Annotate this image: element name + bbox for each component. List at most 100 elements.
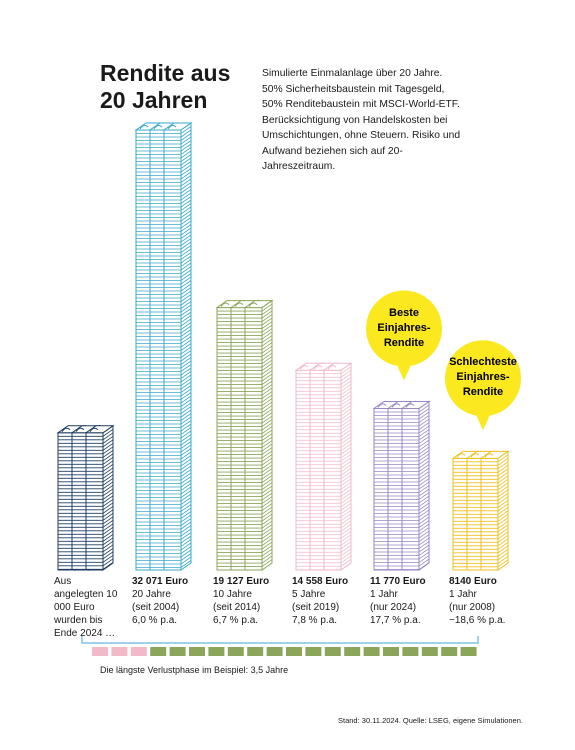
note-stripes <box>324 366 352 571</box>
timeline-year <box>208 647 225 656</box>
timeline-year <box>111 647 128 656</box>
note-side <box>180 122 192 571</box>
band <box>313 365 323 370</box>
annotation: Schlechteste Einjahres-Rendite <box>449 356 517 399</box>
timeline-year <box>324 647 341 656</box>
timeline-year <box>383 647 399 656</box>
note-stripes <box>245 303 273 567</box>
bar-caption: Aus angelegten 10 000 Euro wurden bis En… <box>54 575 126 640</box>
bar-caption: 19 127 Euro 10 Jahre (seit 2014) 6,7 % p.a. <box>213 575 285 627</box>
timeline-bracket <box>81 636 479 644</box>
bar <box>56 424 115 571</box>
band <box>139 124 149 130</box>
annotation: Beste Einjahres-Rendite <box>377 306 431 349</box>
note-front <box>85 432 104 571</box>
timeline-year <box>92 647 108 656</box>
bar-caption: 8140 Euro 1 Jahr (nur 2008) −18,6 % p.a. <box>449 575 521 627</box>
note-stripes <box>402 404 430 570</box>
rate-label: 7,8 % p.a. <box>292 615 338 626</box>
period-label: (nur 2008) <box>449 602 496 613</box>
source: Stand: 30.11.2024. Quelle: LSEG, eigene … <box>338 716 523 725</box>
band <box>299 365 309 370</box>
note-stripes <box>164 126 192 568</box>
value-label: 11 770 Euro <box>370 576 426 587</box>
note-front <box>244 307 263 571</box>
bar <box>451 450 510 571</box>
band <box>61 427 71 433</box>
band <box>153 124 163 130</box>
bubble <box>445 340 521 417</box>
timeline-year <box>266 647 283 656</box>
note-top <box>162 122 193 131</box>
band <box>167 124 177 130</box>
bubble <box>366 290 442 367</box>
value-label: 14 558 Euro <box>292 576 349 587</box>
period-label: (seit 2004) <box>132 602 180 613</box>
band <box>75 427 85 433</box>
band <box>327 365 337 370</box>
timeline-year <box>286 647 302 656</box>
rate-label: 6,7 % p.a. <box>213 615 259 626</box>
note-top <box>400 401 431 410</box>
note-front <box>163 129 182 571</box>
note-top <box>84 425 115 434</box>
timeline-year <box>305 647 322 656</box>
timeline-year <box>247 647 264 656</box>
category-label: Aus angelegten 10 000 Euro wurden bis En… <box>54 576 118 639</box>
note-front <box>323 369 342 571</box>
period-label: (seit 2014) <box>213 602 261 613</box>
note-top <box>479 450 510 459</box>
subtitle: Simulierte Einmalanlage über 20 Jahre. 5… <box>262 68 461 172</box>
band <box>248 302 258 307</box>
band <box>234 302 244 307</box>
note-top <box>243 300 274 309</box>
timeline-year <box>130 647 147 656</box>
rate-label: 17,7 % p.a. <box>370 615 421 626</box>
bubble-pointer <box>396 362 412 381</box>
period-label: (nur 2024) <box>370 602 417 613</box>
bar-caption: 32 071 Euro 20 Jahre (seit 2004) 6,0 % p.a. <box>132 575 204 627</box>
value-label: 8140 Euro <box>449 576 497 587</box>
category-label: 5 Jahre <box>292 589 326 600</box>
value-label: 32 071 Euro <box>132 576 189 587</box>
category-label: 1 Jahr <box>449 589 477 600</box>
value-label: 19 127 Euro <box>213 576 270 587</box>
band <box>377 403 387 408</box>
bar <box>215 299 274 571</box>
band <box>220 302 230 307</box>
period-label: (seit 2019) <box>292 602 340 613</box>
category-label: 10 Jahre <box>213 589 252 600</box>
timeline-year <box>441 647 458 656</box>
band <box>484 453 494 458</box>
timeline-year <box>460 647 477 656</box>
band <box>456 453 466 458</box>
timeline-year <box>189 647 205 656</box>
timeline-note: Die längste Verlustphase im Beispiel: 3,… <box>100 665 289 675</box>
band <box>391 403 401 408</box>
timeline-year <box>402 647 419 656</box>
timeline-year <box>169 647 186 656</box>
chart-title: Rendite aus 20 Jahren <box>100 60 231 113</box>
timeline-year <box>344 647 361 656</box>
timeline-year <box>227 647 244 656</box>
rate-label: −18,6 % p.a. <box>449 615 506 626</box>
timeline-year <box>363 647 380 656</box>
bar <box>134 122 193 571</box>
category-label: 20 Jahre <box>132 589 171 600</box>
category-label: 1 Jahr <box>370 589 398 600</box>
bar-caption: 14 558 Euro 5 Jahre (seit 2019) 7,8 % p.a. <box>292 575 364 627</box>
band <box>470 453 480 458</box>
note-stripes <box>481 454 509 568</box>
bar <box>372 400 431 571</box>
bubble-pointer <box>475 412 491 431</box>
timeline-year <box>421 647 438 656</box>
rate-label: 6,0 % p.a. <box>132 615 178 626</box>
bar <box>294 362 353 571</box>
note-stripes <box>86 428 114 570</box>
bar-caption: 11 770 Euro 1 Jahr (nur 2024) 17,7 % p.a. <box>370 575 442 627</box>
timeline-year <box>150 647 167 656</box>
note-top <box>322 362 353 371</box>
band <box>89 427 99 433</box>
